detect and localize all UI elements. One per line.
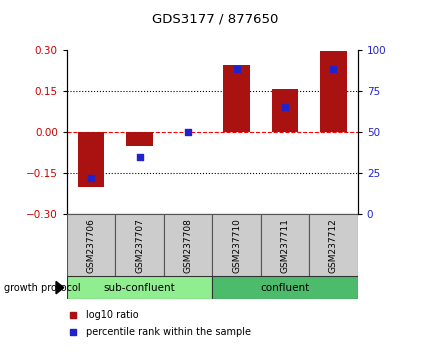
Text: log10 ratio: log10 ratio [86,309,138,320]
Bar [126,132,153,145]
Text: GSM237708: GSM237708 [183,218,192,273]
Point [329,67,336,72]
Point [261,247,268,252]
Bar [319,51,346,132]
Text: sub-confluent: sub-confluent [104,282,175,293]
Text: GSM237712: GSM237712 [328,218,337,273]
Bar [115,214,163,276]
Bar [309,214,357,276]
Bar [212,214,260,276]
Point [281,104,288,110]
Point [87,175,94,181]
Text: GSM237707: GSM237707 [135,218,144,273]
Bar [260,214,309,276]
Point [136,154,143,159]
Point [233,67,240,72]
Text: growth protocol: growth protocol [4,282,81,293]
Bar [271,89,298,132]
Text: GSM237706: GSM237706 [86,218,95,273]
Text: GDS3177 / 877650: GDS3177 / 877650 [152,12,278,25]
Bar [163,214,212,276]
Bar [67,276,212,299]
Bar [67,214,115,276]
Bar [223,65,249,132]
Point [261,87,268,93]
Text: GSM237710: GSM237710 [231,218,240,273]
Text: GSM237711: GSM237711 [280,218,289,273]
Point [184,129,191,135]
Bar [77,132,104,187]
Bar [212,276,357,299]
Text: percentile rank within the sample: percentile rank within the sample [86,327,250,337]
Text: confluent: confluent [260,282,309,293]
